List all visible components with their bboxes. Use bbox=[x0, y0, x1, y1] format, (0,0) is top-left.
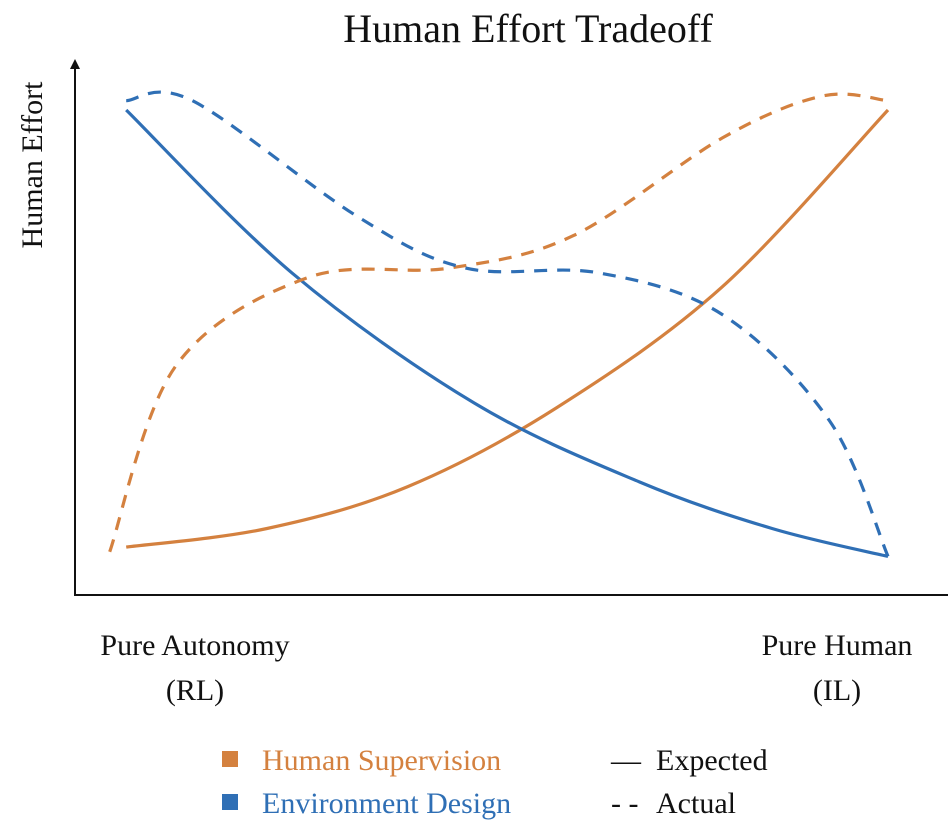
legend-swatch-human-supervision bbox=[222, 751, 238, 767]
legend-label-environment-design: Environment Design bbox=[262, 787, 511, 820]
plot-lines bbox=[108, 90, 890, 558]
human-supervision-expected-line bbox=[125, 108, 890, 549]
legend: Human Supervision Environment Design — E… bbox=[222, 744, 768, 820]
legend-swatch-environment-design bbox=[222, 794, 238, 810]
legend-label-expected: Expected bbox=[656, 744, 768, 777]
x-tick-label-right-line1: Pure Human bbox=[762, 629, 913, 662]
x-tick-label-right-line2: (IL) bbox=[813, 674, 861, 707]
chart-title: Human Effort Tradeoff bbox=[343, 6, 713, 51]
human-supervision-actual-line bbox=[108, 92, 889, 553]
x-tick-label-left-line1: Pure Autonomy bbox=[100, 629, 289, 662]
legend-label-human-supervision: Human Supervision bbox=[262, 744, 501, 777]
environment-design-actual-line bbox=[125, 90, 890, 558]
x-tick-label-left-line2: (RL) bbox=[166, 674, 224, 707]
environment-design-expected-line bbox=[125, 108, 889, 558]
y-axis-label: Human Effort bbox=[16, 81, 49, 249]
legend-symbol-solid: — bbox=[610, 744, 642, 777]
legend-label-actual: Actual bbox=[656, 787, 736, 820]
legend-symbol-dashed: - - bbox=[611, 787, 638, 820]
